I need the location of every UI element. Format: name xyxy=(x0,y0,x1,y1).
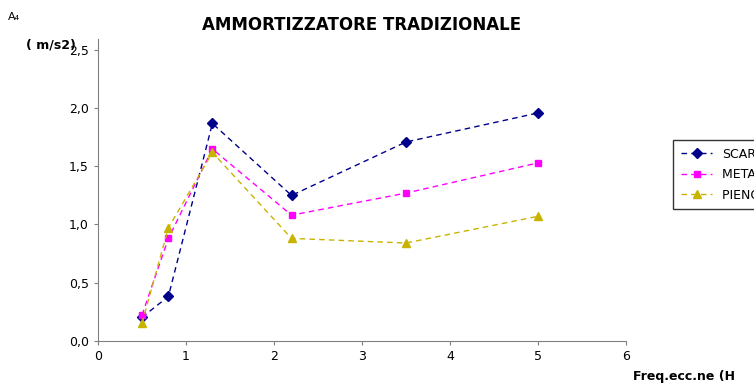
META' CARICO xyxy=(137,313,146,317)
Legend: SCARICO, META' CARICO, PIENO CARICO: SCARICO, META' CARICO, PIENO CARICO xyxy=(673,140,754,209)
PIENO CARICO xyxy=(401,241,410,245)
SCARICO xyxy=(164,294,173,299)
Title: AMMORTIZZATORE TRADIZIONALE: AMMORTIZZATORE TRADIZIONALE xyxy=(202,16,522,34)
META' CARICO xyxy=(164,236,173,241)
SCARICO xyxy=(137,315,146,320)
PIENO CARICO xyxy=(208,150,217,155)
META' CARICO xyxy=(208,147,217,151)
SCARICO xyxy=(401,140,410,144)
Line: SCARICO: SCARICO xyxy=(139,110,541,321)
META' CARICO xyxy=(401,191,410,195)
SCARICO xyxy=(208,121,217,126)
PIENO CARICO xyxy=(137,321,146,325)
Text: Freq.ecc.ne (H: Freq.ecc.ne (H xyxy=(633,370,735,383)
Text: ( m/s2): ( m/s2) xyxy=(26,39,76,52)
PIENO CARICO xyxy=(287,236,296,241)
META' CARICO xyxy=(287,213,296,217)
SCARICO xyxy=(533,111,542,115)
Text: A₄: A₄ xyxy=(8,12,20,22)
Line: PIENO CARICO: PIENO CARICO xyxy=(138,148,542,327)
META' CARICO xyxy=(533,161,542,165)
SCARICO xyxy=(287,193,296,198)
PIENO CARICO xyxy=(164,226,173,230)
PIENO CARICO xyxy=(533,214,542,219)
Line: META' CARICO: META' CARICO xyxy=(139,146,541,319)
